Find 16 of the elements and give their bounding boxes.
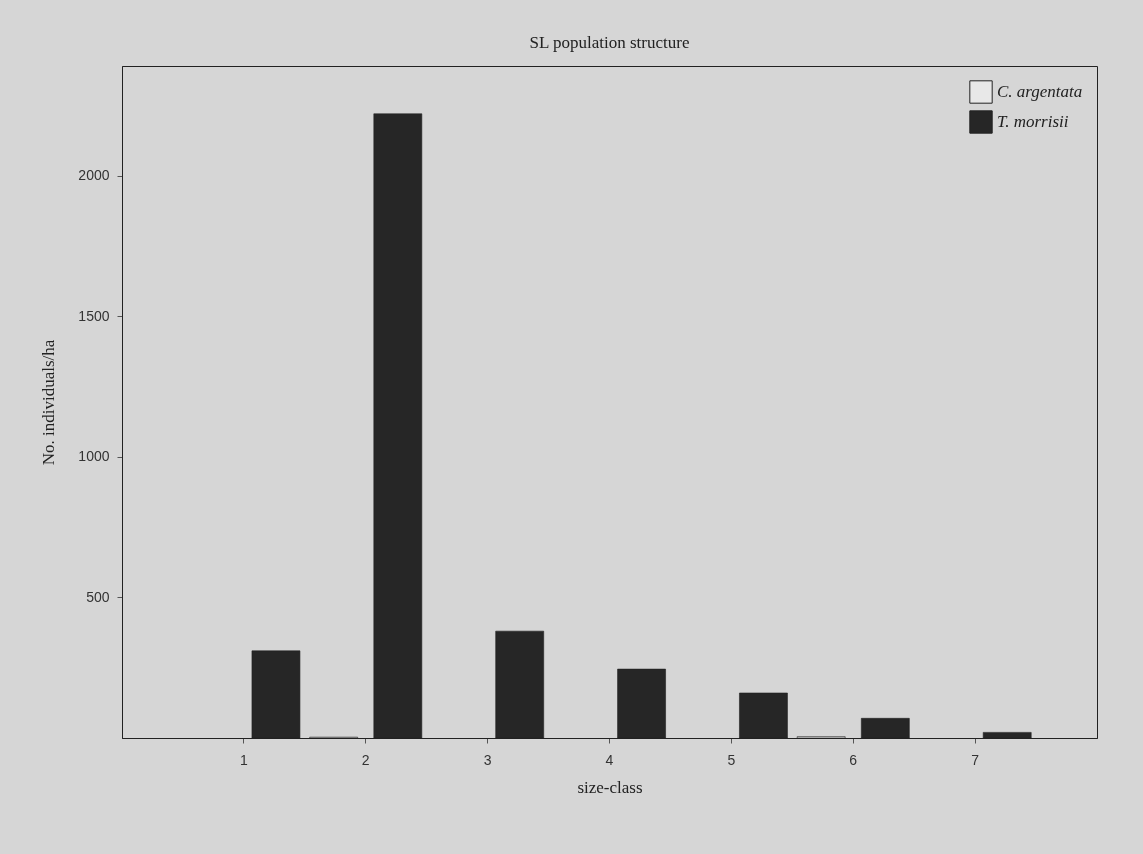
x-tick-label: 4 bbox=[605, 751, 614, 768]
chart-title: SL population structure bbox=[529, 33, 690, 52]
x-tick-label: 7 bbox=[971, 751, 980, 768]
legend-label: C. argentata bbox=[997, 82, 1083, 101]
y-tick-label: 2000 bbox=[78, 167, 110, 184]
y-tick-label: 1500 bbox=[78, 307, 110, 324]
y-tick-label: 1000 bbox=[78, 448, 110, 465]
x-tick-label: 6 bbox=[849, 751, 858, 768]
x-tick-label: 5 bbox=[727, 751, 736, 768]
x-axis-title: size-class bbox=[577, 777, 643, 797]
y-tick-label: 500 bbox=[86, 588, 110, 605]
x-tick-label: 2 bbox=[361, 751, 370, 768]
x-tick-label: 3 bbox=[483, 751, 492, 768]
y-axis-title: No. individuals/ha bbox=[39, 339, 59, 466]
x-tick-label: 1 bbox=[239, 751, 248, 768]
legend-label: T. morrisii bbox=[997, 112, 1069, 131]
